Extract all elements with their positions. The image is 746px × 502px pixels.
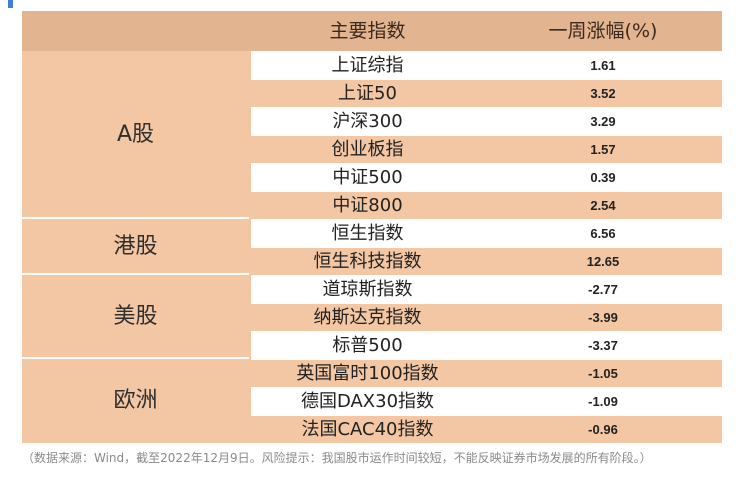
- index-change: -2.77: [588, 282, 618, 297]
- index-change: -1.05: [588, 366, 618, 381]
- table-row: 中证500 0.39: [251, 163, 722, 191]
- index-change: 6.56: [590, 226, 616, 241]
- source-note: （数据来源：Wind，截至2022年12月9日。风险提示：我国股市运作时间较短，…: [22, 451, 652, 465]
- index-name: 中证800: [332, 195, 403, 216]
- group-a-shares: A股: [22, 51, 249, 219]
- group-us: 美股: [22, 275, 249, 359]
- table-row: 标普500 -3.37: [251, 331, 722, 359]
- header-change: 一周涨幅(%): [548, 20, 658, 42]
- index-change: 3.29: [590, 114, 616, 129]
- index-name: 上证综指: [331, 55, 404, 76]
- table-row: 法国CAC40指数 -0.96: [251, 415, 722, 443]
- index-change: 12.65: [586, 254, 620, 269]
- index-change: 3.52: [590, 86, 616, 101]
- table-row: 中证800 2.54: [251, 191, 722, 219]
- index-change: 1.61: [590, 58, 616, 73]
- index-name: 沪深300: [332, 111, 403, 132]
- index-name: 恒生科技指数: [313, 251, 422, 272]
- table-row: 上证综指 1.61: [251, 51, 722, 79]
- index-change: -1.09: [588, 394, 618, 409]
- table-row: 德国DAX30指数 -1.09: [251, 387, 722, 415]
- table-row: 恒生指数 6.56: [251, 219, 722, 247]
- index-name: 道琼斯指数: [322, 279, 413, 300]
- index-name: 法国CAC40指数: [301, 419, 434, 440]
- index-name: 中证500: [332, 167, 403, 188]
- table-row: 恒生科技指数 12.65: [251, 247, 722, 275]
- group-hk: 港股: [22, 219, 249, 275]
- accent-bar: [8, 0, 13, 8]
- index-name: 恒生指数: [331, 223, 404, 244]
- table-row: 创业板指 1.57: [251, 135, 722, 163]
- index-name: 英国富时100指数: [296, 363, 439, 384]
- index-name: 德国DAX30指数: [300, 391, 435, 412]
- table-row: 上证50 3.52: [251, 79, 722, 107]
- table-row: 道琼斯指数 -2.77: [251, 275, 722, 303]
- index-change: -0.96: [588, 422, 618, 437]
- table-header: 主要指数 一周涨幅(%): [22, 11, 722, 51]
- index-change: -3.37: [588, 338, 618, 353]
- index-name: 上证50: [338, 83, 397, 104]
- index-change: -3.99: [588, 310, 618, 325]
- index-name: 创业板指: [331, 139, 404, 160]
- index-change: 2.54: [590, 198, 616, 213]
- index-name: 标普500: [332, 335, 403, 356]
- index-change: 0.39: [590, 170, 616, 185]
- table-row: 英国富时100指数 -1.05: [251, 359, 722, 387]
- table-row: 沪深300 3.29: [251, 107, 722, 135]
- table-row: 纳斯达克指数 -3.99: [251, 303, 722, 331]
- header-index: 主要指数: [329, 20, 406, 42]
- index-name: 纳斯达克指数: [313, 307, 422, 328]
- index-change: 1.57: [590, 142, 616, 157]
- group-europe: 欧洲: [113, 388, 158, 413]
